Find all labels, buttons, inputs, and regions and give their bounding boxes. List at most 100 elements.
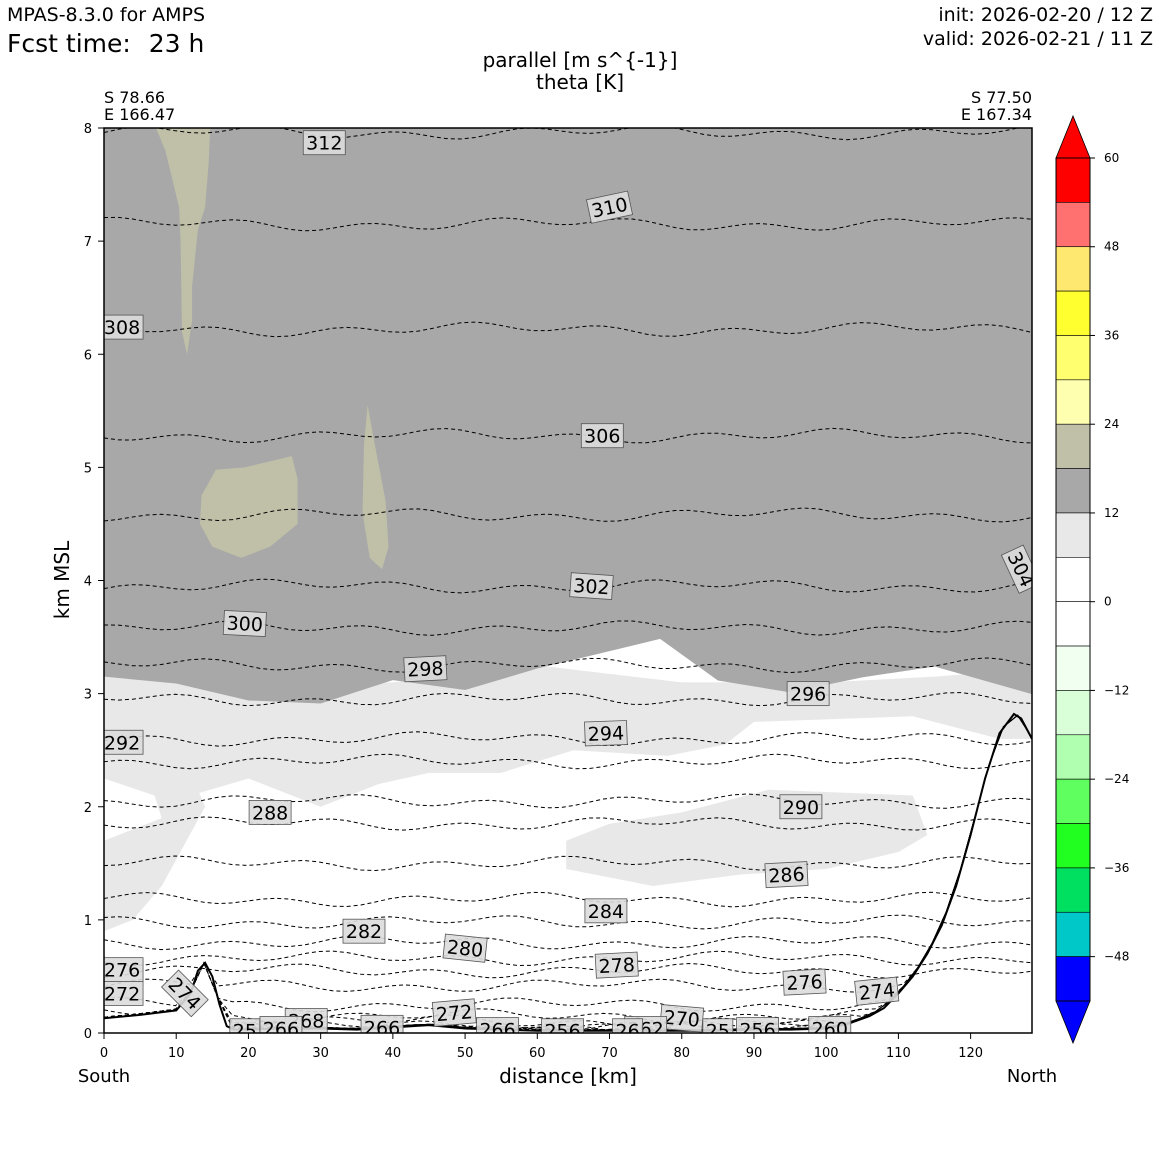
shade-khaki-patch bbox=[155, 128, 211, 355]
colorbar-swatch bbox=[1055, 956, 1091, 1002]
contour-label-box bbox=[702, 1018, 734, 1033]
contour-label-text: 290 bbox=[783, 797, 819, 819]
colorbar-tick-label: 48 bbox=[1104, 240, 1119, 254]
left-point-lon: E 166.47 bbox=[104, 105, 176, 124]
contour-label-box bbox=[104, 729, 144, 755]
shade-light-patch bbox=[104, 772, 206, 932]
contour-label-text: 280 bbox=[446, 936, 484, 962]
shade-khaki-patch bbox=[200, 456, 298, 558]
colorbar-swatch bbox=[1055, 423, 1091, 469]
theta-contour bbox=[104, 950, 1032, 967]
y-tick-label: 2 bbox=[84, 801, 92, 816]
contour-label-box bbox=[584, 720, 628, 747]
contour-label: 274 bbox=[854, 976, 900, 1006]
y-tick-label: 3 bbox=[84, 688, 92, 703]
contour-label: 276 bbox=[104, 957, 144, 983]
colorbar-swatch bbox=[1055, 734, 1091, 780]
shade-khaki-patch bbox=[362, 405, 389, 570]
contour-label: 298 bbox=[403, 655, 448, 683]
contour-label-box bbox=[808, 1016, 852, 1033]
theta-contour bbox=[104, 692, 1032, 707]
shade-gray-region bbox=[104, 128, 1032, 704]
contour-label-box bbox=[442, 933, 488, 963]
x-tick-label: 90 bbox=[746, 1046, 763, 1061]
contour-label: 276 bbox=[782, 968, 827, 996]
contour-label-box bbox=[786, 681, 830, 707]
theta-contour bbox=[104, 657, 1032, 674]
colorbar-swatch bbox=[1055, 468, 1091, 514]
contour-label: 256 bbox=[736, 1017, 779, 1033]
chart-title: parallel [m s^{-1}] bbox=[482, 48, 678, 72]
contour-label-box bbox=[222, 609, 267, 637]
contour-label-text: 302 bbox=[573, 575, 611, 599]
contour-label-text: 256 bbox=[544, 1021, 580, 1043]
contour-label: 272 bbox=[104, 981, 144, 1006]
contour-label-text: 278 bbox=[598, 954, 635, 978]
contour-label: 282 bbox=[342, 918, 386, 944]
contour-label-text: 296 bbox=[790, 684, 826, 706]
contour-label: 266 bbox=[476, 1017, 519, 1033]
contour-label-text: 288 bbox=[252, 802, 288, 824]
right-point-lat: S 77.50 bbox=[970, 88, 1032, 107]
contour-label-box bbox=[160, 969, 209, 1018]
contour-label: 290 bbox=[779, 794, 823, 820]
forecast-time: Fcst time: 23 h bbox=[7, 29, 204, 58]
contour-label-box bbox=[782, 968, 827, 996]
y-tick-label: 1 bbox=[84, 914, 92, 929]
colorbar-swatch bbox=[1055, 778, 1091, 824]
right-point-lon: E 167.34 bbox=[960, 105, 1032, 124]
plot-area: 3123103083063043023002982962942922902882… bbox=[104, 128, 1032, 1043]
theta-contour bbox=[104, 714, 1032, 1024]
contour-label-box bbox=[779, 794, 823, 820]
x-axis-label: distance [km] bbox=[499, 1064, 637, 1088]
contour-label: 284 bbox=[584, 898, 628, 924]
contour-label-text: 26 bbox=[615, 1021, 639, 1043]
colorbar-tick-label: 24 bbox=[1104, 417, 1119, 431]
contour-label: 296 bbox=[786, 681, 830, 707]
x-tick-label: 120 bbox=[958, 1046, 983, 1061]
theta-contour bbox=[104, 321, 1032, 338]
theta-contour bbox=[104, 962, 1032, 979]
y-tick-label: 0 bbox=[84, 1027, 92, 1042]
contour-label-box bbox=[403, 655, 448, 683]
colorbar-swatch bbox=[1055, 690, 1091, 736]
contour-label-text: 260 bbox=[812, 1018, 848, 1040]
y-tick-label: 5 bbox=[84, 461, 92, 476]
colorbar-swatch bbox=[1055, 379, 1091, 425]
colorbar-tick-label: −48 bbox=[1104, 950, 1129, 964]
y-tick-label: 6 bbox=[84, 348, 92, 363]
colorbar-swatch bbox=[1055, 601, 1091, 647]
theta-contour bbox=[104, 507, 1032, 523]
theta-contour bbox=[104, 753, 1032, 770]
contour-label-box bbox=[302, 130, 346, 156]
colorbar-swatch bbox=[1055, 246, 1091, 292]
south-label: South bbox=[77, 1066, 131, 1087]
x-tick-label: 70 bbox=[601, 1046, 618, 1061]
contour-label-text: 270 bbox=[663, 1007, 701, 1032]
contour-label-text: 312 bbox=[306, 133, 342, 155]
contour-label-text: 25 bbox=[706, 1021, 730, 1043]
contour-label: 260 bbox=[808, 1016, 852, 1040]
contour-label: 300 bbox=[222, 609, 267, 637]
contour-label: 308 bbox=[104, 314, 144, 340]
contour-label-box bbox=[736, 1017, 779, 1033]
colorbar-swatch bbox=[1055, 512, 1091, 558]
contour-label-text: 308 bbox=[104, 317, 140, 339]
init-time: init: 2026-02-20 / 12 Z bbox=[938, 4, 1153, 26]
contour-label-text: 306 bbox=[584, 426, 620, 448]
valid-time: valid: 2026-02-21 / 11 Z bbox=[922, 28, 1153, 50]
chart-subtitle: theta [K] bbox=[536, 70, 624, 94]
contour-label-text: 25 bbox=[233, 1021, 257, 1043]
contour-label: 292 bbox=[104, 729, 144, 755]
contour-label-text: 298 bbox=[407, 658, 444, 682]
contour-label-box bbox=[342, 918, 386, 944]
x-tick-label: 110 bbox=[886, 1046, 911, 1061]
contour-label-box bbox=[229, 1018, 261, 1033]
contour-label-text: 294 bbox=[587, 723, 624, 746]
contour-label-box bbox=[586, 190, 634, 224]
contour-label-box bbox=[476, 1017, 519, 1033]
contour-label: 310 bbox=[586, 190, 634, 224]
contour-label-text: 276 bbox=[104, 960, 140, 982]
y-tick-label: 7 bbox=[84, 235, 92, 250]
left-point-lat: S 78.66 bbox=[104, 88, 166, 107]
